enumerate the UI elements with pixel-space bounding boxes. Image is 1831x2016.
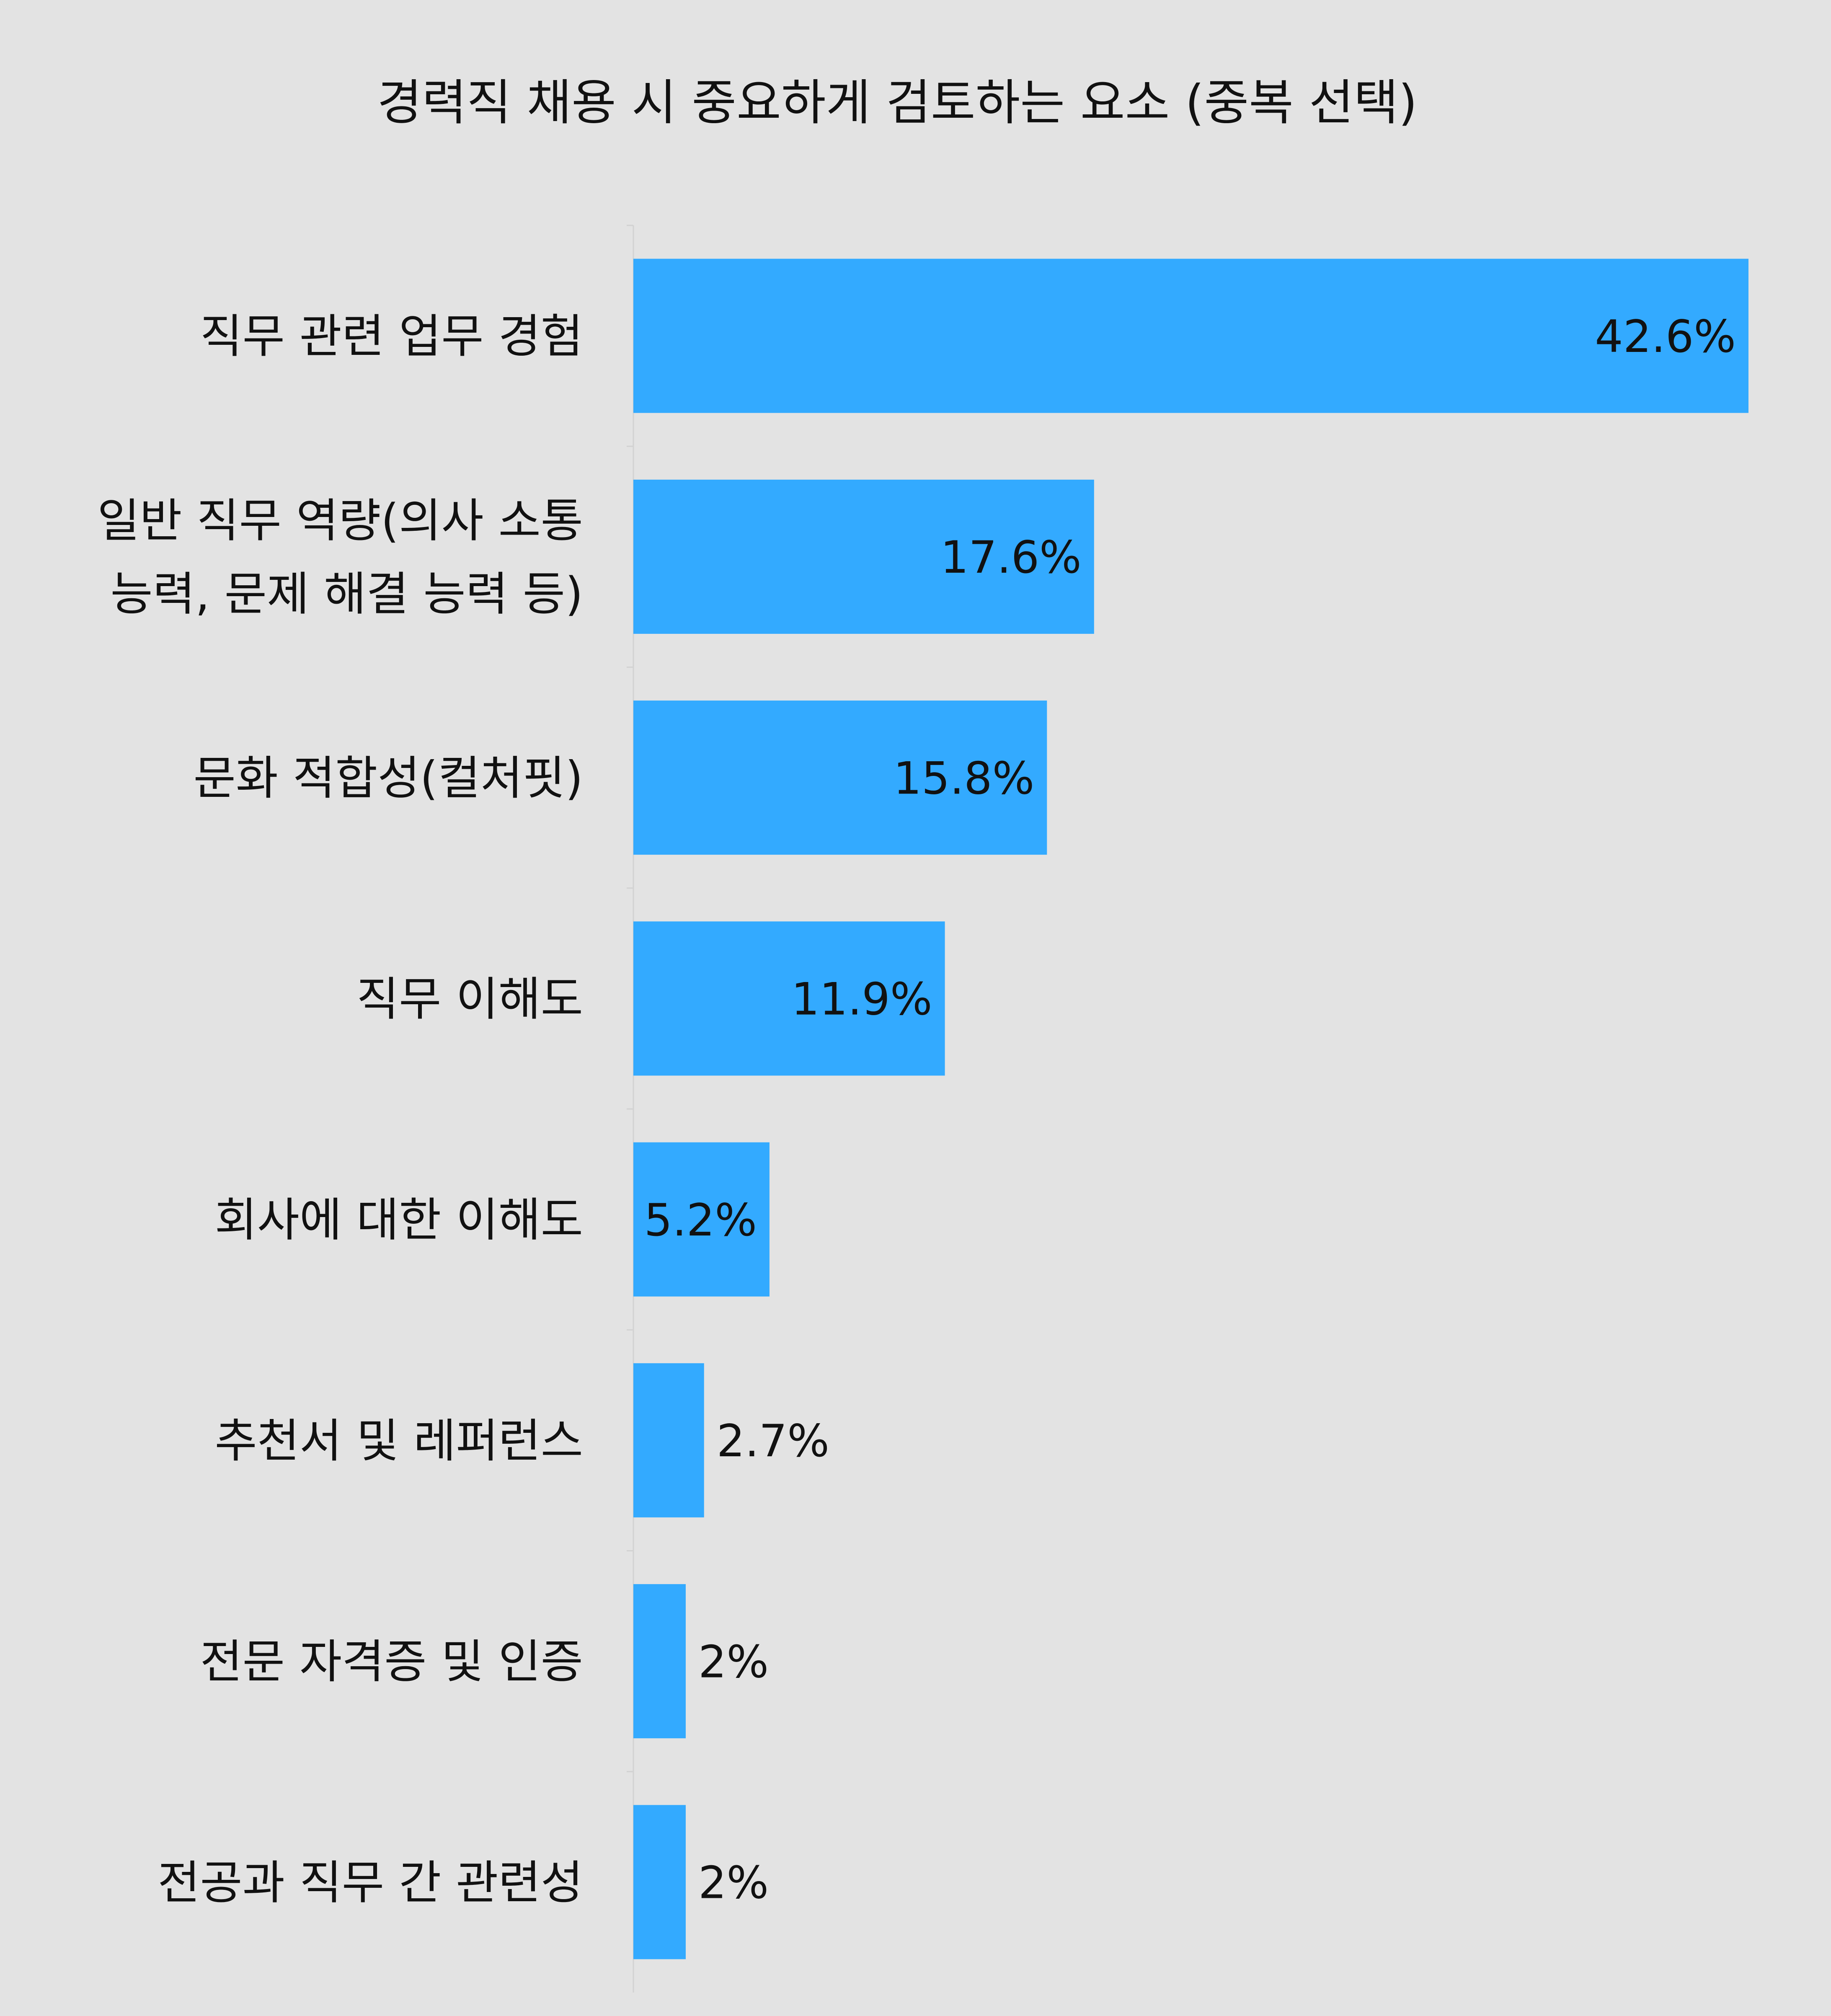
category-label: 전문 자격증 및 인증 (200, 1635, 584, 1689)
bar (633, 479, 1094, 634)
value-label: 15.8% (894, 752, 1035, 804)
bar (633, 1363, 704, 1517)
value-label: 2.7% (717, 1415, 829, 1467)
category-label: 전공과 직무 간 관련성 (158, 1856, 583, 1910)
bar (633, 1142, 770, 1297)
category-label-line: 전공과 직무 간 관련성 (158, 1856, 583, 1910)
bar (633, 921, 945, 1076)
value-label: 2% (698, 1636, 769, 1688)
bar (633, 1584, 686, 1739)
category-label-line: 능력, 문제 해결 능력 등) (110, 567, 583, 621)
category-label-line: 일반 직무 역량(의사 소통 (97, 494, 583, 548)
axis-layer (627, 225, 634, 1993)
category-label: 직무 관련 업무 경험 (200, 310, 584, 363)
category-label-line: 직무 이해도 (356, 972, 583, 1026)
category-label-line: 회사에 대한 이해도 (214, 1193, 583, 1247)
value-label: 11.9% (791, 974, 932, 1025)
category-label-line: 문화 적합성(컬처핏) (194, 752, 583, 805)
value-label: 17.6% (940, 532, 1082, 583)
category-label-line: 직무 관련 업무 경험 (200, 310, 584, 363)
category-label-line: 전문 자격증 및 인증 (200, 1635, 584, 1689)
bar (633, 258, 1748, 413)
value-label: 42.6% (1595, 311, 1736, 362)
value-label: 5.2% (644, 1194, 757, 1246)
chart-title: 경력직 채용 시 중요하게 검토하는 요소 (중복 선택) (377, 75, 1417, 131)
value-label: 2% (698, 1857, 769, 1909)
bar (633, 700, 1047, 855)
bars-layer (633, 258, 1748, 1959)
category-label: 직무 이해도 (356, 972, 583, 1026)
category-label-line: 추천서 및 레퍼런스 (214, 1414, 583, 1468)
category-label: 문화 적합성(컬처핏) (194, 752, 583, 805)
category-label: 회사에 대한 이해도 (214, 1193, 583, 1247)
bar (633, 1805, 686, 1959)
category-label: 추천서 및 레퍼런스 (214, 1414, 583, 1468)
